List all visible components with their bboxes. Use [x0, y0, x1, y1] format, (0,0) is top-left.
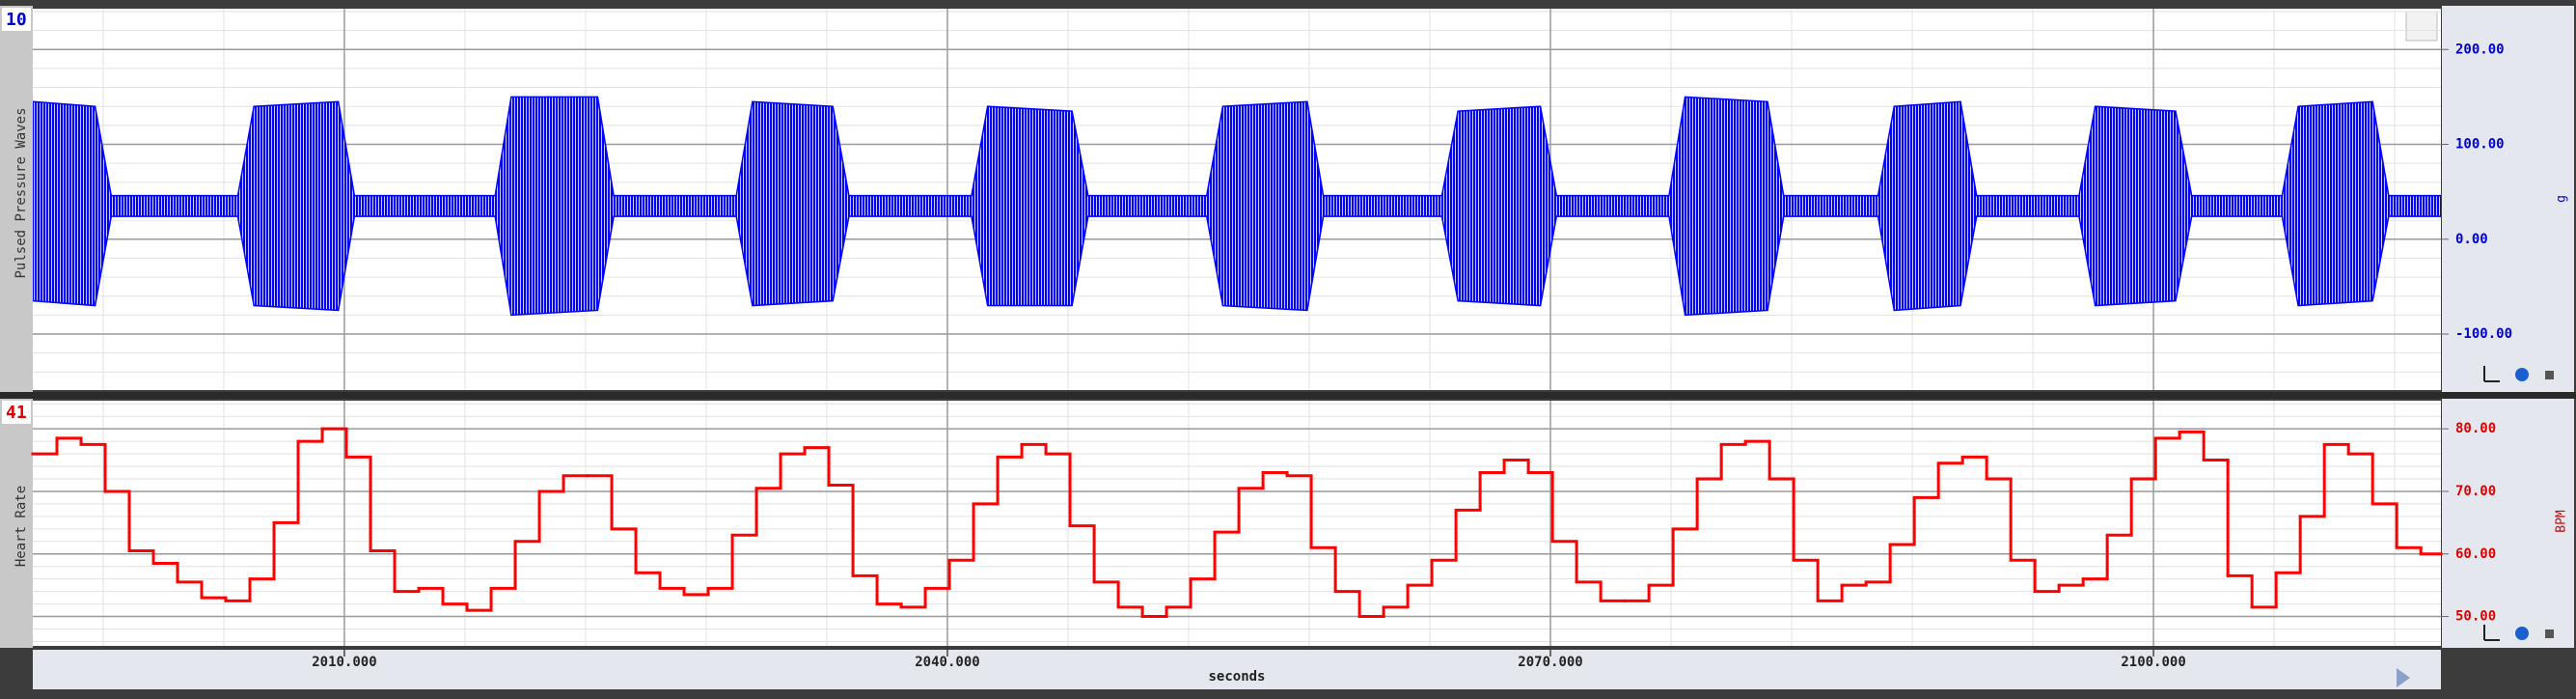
function-button[interactable]	[2405, 11, 2438, 42]
y-tick-label: 200.00	[2455, 42, 2505, 57]
x-tick-label: 2010.000	[312, 655, 376, 670]
right-axis-strip	[2442, 399, 2574, 648]
scale-icon[interactable]	[2483, 625, 2500, 641]
left-strip	[0, 399, 33, 648]
y-tick-label: -100.00	[2455, 326, 2512, 342]
channel-box	[2, 401, 31, 424]
x-tick-label: 2100.000	[2121, 655, 2185, 670]
signal-envelope	[32, 215, 2441, 317]
unit-label: g	[2555, 195, 2569, 203]
time-axis-strip	[33, 650, 2441, 689]
right-axis-strip	[2442, 6, 2574, 392]
info-icon[interactable]	[2515, 368, 2529, 381]
divider	[0, 392, 2576, 399]
channel-title: Pulsed Pressure Waves	[14, 107, 29, 278]
lock-icon[interactable]	[2545, 371, 2554, 379]
signal-band	[33, 97, 2441, 316]
lock-icon[interactable]	[2545, 629, 2554, 638]
y-tick-label: 70.00	[2455, 484, 2496, 499]
unit-label: BPM	[2555, 510, 2569, 533]
x-tick-label: 2040.000	[915, 655, 979, 670]
channel-box	[2, 8, 31, 31]
y-tick-label: 0.00	[2455, 232, 2488, 247]
channel-title: Heart Rate	[14, 486, 29, 567]
scale-icon[interactable]	[2483, 366, 2500, 382]
x-tick-label: 2070.000	[1518, 655, 1582, 670]
info-icon[interactable]	[2515, 627, 2529, 640]
y-tick-label: 80.00	[2455, 421, 2496, 436]
y-tick-label: 100.00	[2455, 137, 2505, 153]
left-strip	[0, 6, 33, 392]
y-tick-label: 60.00	[2455, 546, 2496, 562]
channel-number: 41	[6, 403, 27, 423]
y-tick-label: 50.00	[2455, 609, 2496, 625]
plot-area	[33, 401, 2441, 646]
channel-number: 10	[6, 10, 27, 30]
scroll-icon[interactable]	[2397, 668, 2410, 687]
signal-envelope	[32, 96, 2441, 197]
x-axis-label: seconds	[1208, 669, 1265, 685]
